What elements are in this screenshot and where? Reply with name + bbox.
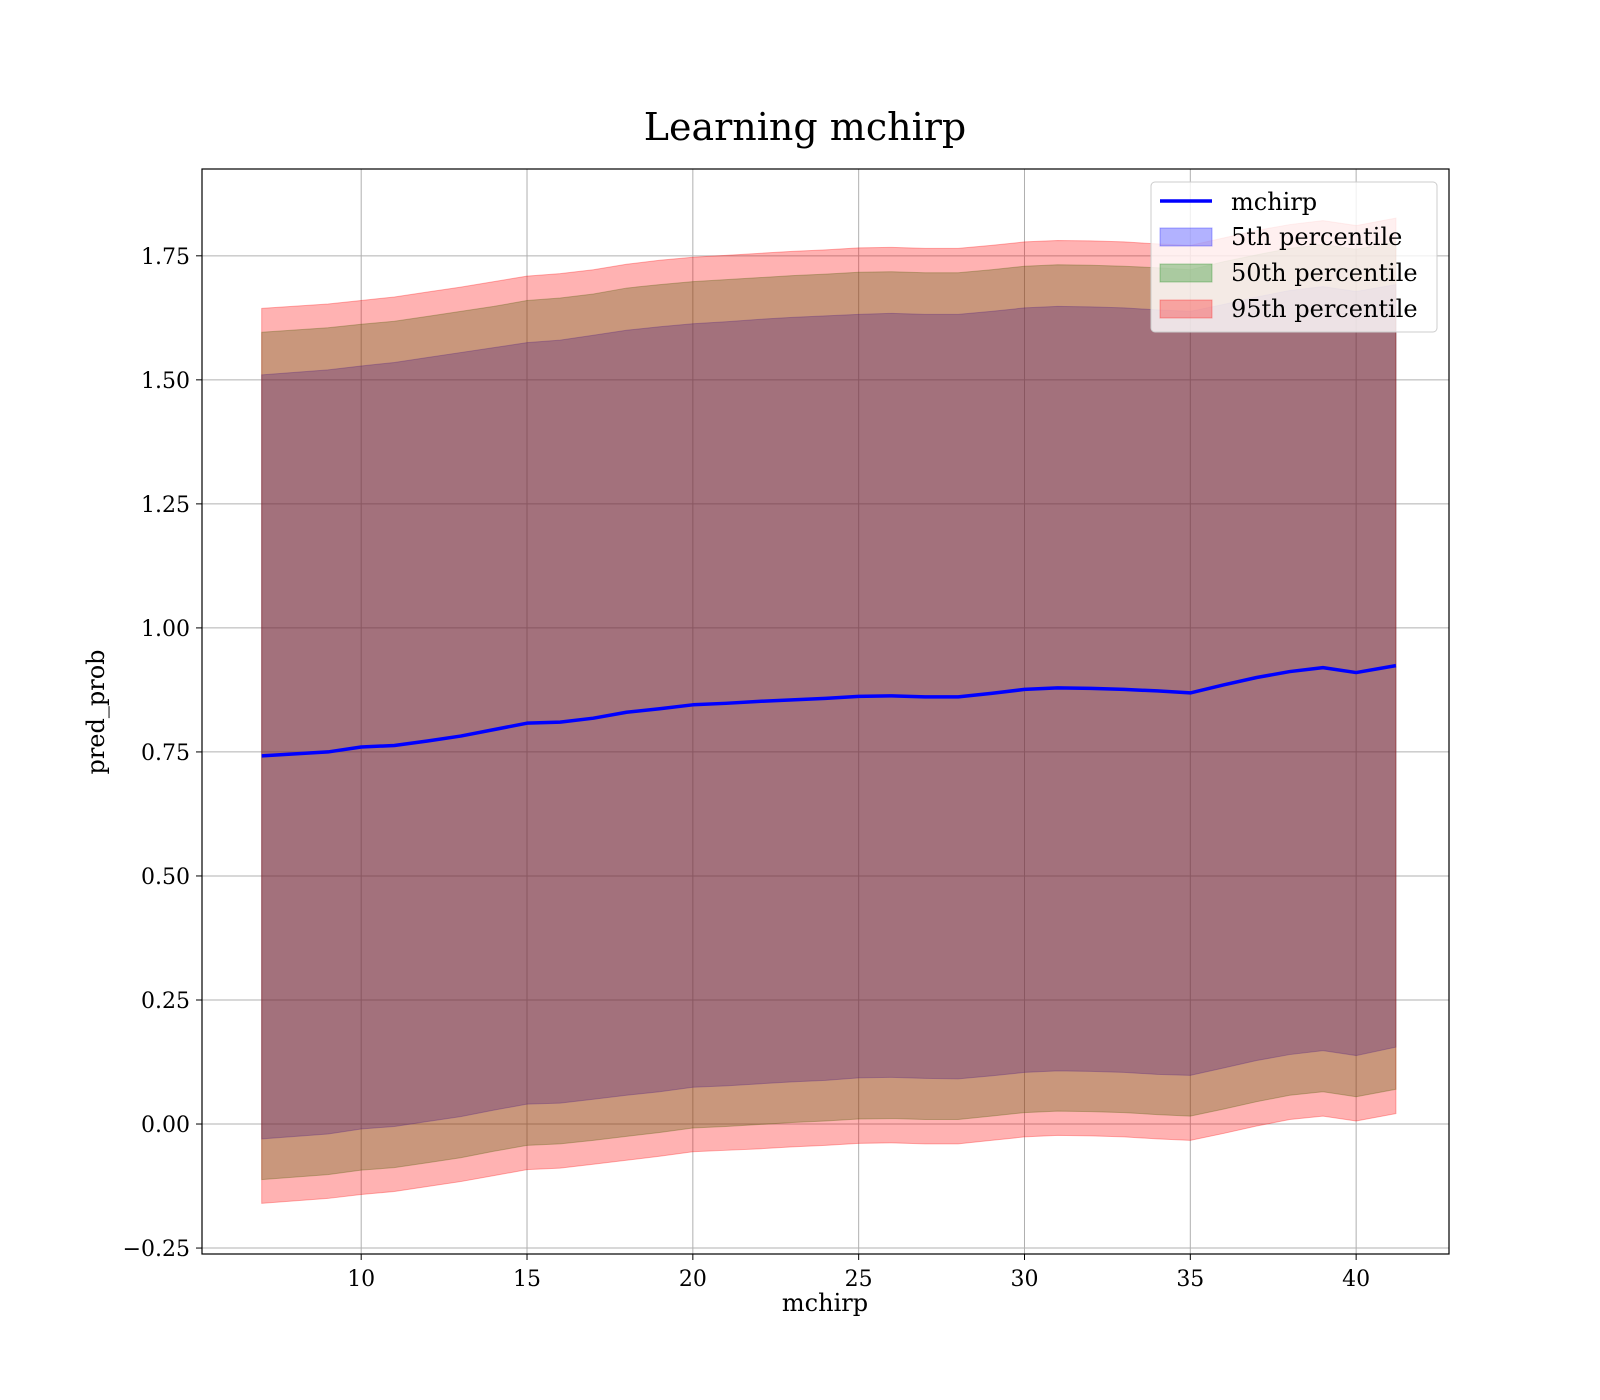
band-50th-percentile [261,241,1397,1181]
y-tick-label-5: 1.00 [141,617,190,642]
plot-frame [201,168,1450,1255]
x-axis-ticks: 10 15 20 25 30 35 40 [347,1254,1370,1292]
x-tick-label-3: 25 [845,1267,873,1292]
x-tick-label-4: 30 [1010,1267,1038,1292]
percentile-bands [261,217,1397,1204]
legend-swatch-50th [1159,263,1213,283]
legend: mchirp 5th percentile 50th percentile 95… [1150,181,1438,333]
series-line-mchirp [261,663,1397,758]
chart-title: Learning mchirp [644,105,966,149]
x-tick-label-0: 10 [347,1267,375,1292]
y-tick-label-8: 1.75 [141,245,190,270]
y-axis-ticks: −0.25 0.00 0.25 0.50 0.75 1.00 1.25 1.50 1.75 [123,245,202,1262]
y-tick-label-7: 1.50 [141,369,190,394]
y-tick-label-4: 0.75 [141,741,190,766]
y-axis-label: pred_prob [82,649,110,774]
band-95th-percentile [261,217,1397,1204]
legend-entry-95th-percentile: 95th percentile [1231,295,1418,323]
legend-entry-mchirp: mchirp [1231,188,1317,216]
x-tick-label-5: 35 [1176,1267,1204,1292]
x-tick-label-2: 20 [679,1267,707,1292]
y-tick-label-0: −0.25 [123,1237,190,1262]
band-5th-percentile [261,283,1397,1140]
x-tick-label-1: 15 [513,1267,541,1292]
series-lines [261,663,1397,758]
legend-swatch-95th [1159,299,1213,319]
y-tick-label-3: 0.50 [141,865,190,890]
legend-entry-50th-percentile: 50th percentile [1231,259,1418,287]
y-tick-label-2: 0.25 [141,989,190,1014]
y-tick-label-6: 1.25 [141,493,190,518]
y-tick-label-1: 0.00 [141,1113,190,1138]
grid-lines [202,169,1449,1254]
x-tick-label-6: 40 [1342,1267,1370,1292]
legend-box [1150,181,1438,333]
x-axis-label: mchirp [782,1289,868,1317]
legend-entry-5th-percentile: 5th percentile [1231,223,1402,251]
legend-swatch-5th [1159,227,1213,247]
